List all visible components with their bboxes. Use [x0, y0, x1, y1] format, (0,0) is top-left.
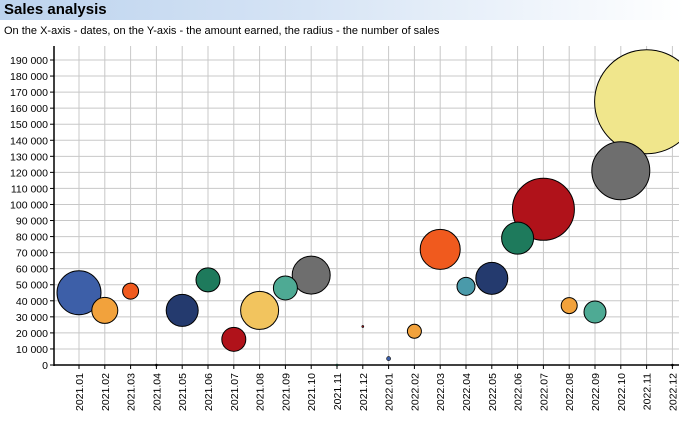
bubble-2022.09[interactable]	[583, 300, 607, 324]
x-tick-label: 2022.11	[642, 373, 654, 410]
x-tick-label: 2022.09	[590, 373, 602, 411]
y-tick-label: 110 000	[11, 183, 48, 195]
bubble-2021.01[interactable]	[56, 270, 102, 316]
bubble-2021.03[interactable]	[122, 282, 140, 300]
x-tick-label: 2021.03	[126, 373, 138, 411]
bubble-2021.08[interactable]	[240, 290, 280, 330]
y-tick-label: 30 000	[16, 312, 48, 324]
y-tick-label: 10 000	[16, 344, 48, 356]
x-tick-label: 2022.12	[667, 373, 679, 411]
y-tick-label: 100 000	[10, 199, 48, 211]
bubble-2021.06[interactable]	[195, 267, 221, 293]
bubble-series	[56, 49, 685, 367]
y-tick-label: 20 000	[16, 328, 48, 340]
bubble-2021.05[interactable]	[165, 293, 199, 327]
x-tick-label: 2022.07	[538, 373, 550, 411]
y-tick-label: 120 000	[10, 167, 48, 179]
y-tick-label: 140 000	[10, 135, 48, 147]
y-tick-label: 80 000	[16, 232, 48, 244]
bubble-2022.04[interactable]	[456, 276, 476, 296]
bubble-2022.08[interactable]	[560, 297, 578, 315]
y-tick-label: 40 000	[16, 296, 48, 308]
y-tick-label: 150 000	[10, 119, 48, 131]
x-tick-label: 2021.06	[203, 373, 215, 411]
bubble-2022.12[interactable]	[671, 363, 674, 367]
x-tick-label: 2021.07	[229, 373, 241, 411]
bubble-2021.11[interactable]	[335, 363, 339, 367]
y-tick-label: 190 000	[10, 55, 48, 67]
x-tick-label: 2021.04	[151, 373, 163, 411]
bubble-2022.11[interactable]	[594, 49, 685, 155]
bubble-2022.03[interactable]	[419, 228, 461, 270]
x-tick-label: 2022.08	[564, 373, 576, 411]
bubble-2021.12[interactable]	[361, 325, 365, 328]
chart-subtitle: On the X-axis - dates, on the Y-axis - t…	[4, 25, 440, 37]
y-tick-label: 90 000	[16, 216, 48, 228]
y-tick-label: 160 000	[10, 103, 48, 115]
x-tick-label: 2021.08	[255, 373, 267, 411]
page-title: Sales analysis	[4, 1, 107, 18]
bubble-2021.09[interactable]	[272, 275, 298, 301]
y-tick-label: 130 000	[10, 151, 48, 163]
bubble-2022.07[interactable]	[511, 177, 575, 241]
y-tick-label: 0	[42, 360, 48, 372]
x-tick-label: 2021.02	[100, 373, 112, 411]
bubble-2021.02[interactable]	[91, 296, 119, 324]
bubble-2022.01[interactable]	[386, 356, 391, 361]
y-tick-label: 50 000	[16, 280, 48, 292]
title-bar: Sales analysis	[0, 0, 685, 20]
x-tick-label: 2021.11	[332, 373, 344, 410]
x-tick-label: 2021.10	[306, 373, 318, 411]
bubble-2022.05[interactable]	[475, 261, 509, 295]
y-tick-label: 170 000	[10, 87, 48, 99]
bubble-2021.04[interactable]	[155, 363, 158, 367]
bubble-2022.10[interactable]	[591, 141, 651, 201]
x-tick-label: 2022.05	[487, 373, 499, 411]
x-tick-label: 2022.02	[409, 373, 421, 411]
bubble-2022.06[interactable]	[501, 221, 535, 255]
y-tick-label: 60 000	[16, 264, 48, 276]
x-tick-label: 2021.09	[280, 373, 292, 411]
x-tick-label: 2021.05	[177, 373, 189, 411]
y-tick-label: 180 000	[10, 71, 48, 83]
x-tick-label: 2022.01	[384, 373, 396, 411]
x-tick-label: 2022.03	[435, 373, 447, 411]
bubble-2021.07[interactable]	[221, 326, 247, 352]
x-tick-label: 2022.04	[461, 373, 473, 411]
x-tick-label: 2021.12	[358, 373, 370, 411]
bubble-2021.10[interactable]	[291, 255, 331, 295]
y-tick-label: 70 000	[16, 248, 48, 260]
bubble-2022.02[interactable]	[406, 323, 422, 339]
x-tick-label: 2021.01	[74, 373, 86, 411]
x-tick-label: 2022.06	[513, 373, 525, 411]
x-tick-label: 2022.10	[616, 373, 628, 411]
